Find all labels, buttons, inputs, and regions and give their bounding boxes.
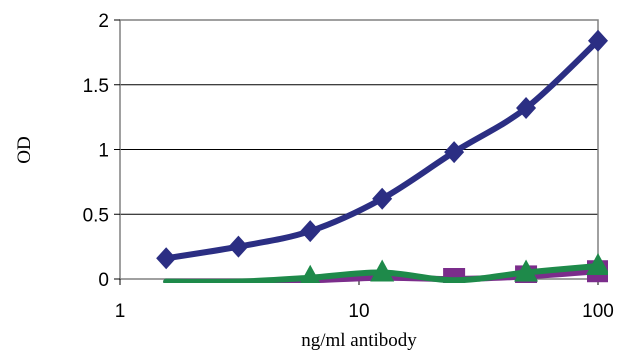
data-point-diamond-5	[516, 97, 537, 120]
y-tick-label-2: 1	[98, 141, 109, 162]
data-point-diamond-0	[156, 247, 177, 270]
y-tick-label-4: 2	[98, 11, 109, 32]
series-diamond	[156, 29, 608, 270]
series-triangle	[163, 253, 608, 283]
data-point-triangle-6	[586, 253, 608, 276]
data-point-triangle-3	[370, 259, 395, 282]
series-layer	[156, 29, 608, 283]
x-tick-label-1: 10	[348, 301, 369, 322]
data-point-diamond-4	[444, 141, 465, 164]
data-point-diamond-2	[300, 220, 321, 243]
data-point-diamond-3	[372, 187, 393, 210]
y-tick-label-1: 0.5	[83, 205, 109, 226]
y-tick-label-3: 1.5	[83, 76, 109, 97]
gridlines	[120, 84, 598, 215]
data-point-triangle-5	[514, 259, 539, 282]
x-axis-title: ng/ml antibody	[301, 330, 417, 351]
x-tick-label-0: 1	[115, 301, 126, 322]
y-axis-title: OD	[14, 136, 35, 163]
data-point-triangle-2	[300, 264, 321, 283]
axes: 0 0.5 1 1.5 2 1 10 100	[83, 11, 614, 322]
data-point-diamond-1	[228, 235, 249, 258]
data-point-diamond-6	[588, 29, 608, 52]
y-tick-label-0: 0	[98, 270, 109, 291]
x-tick-label-2: 100	[582, 301, 614, 322]
